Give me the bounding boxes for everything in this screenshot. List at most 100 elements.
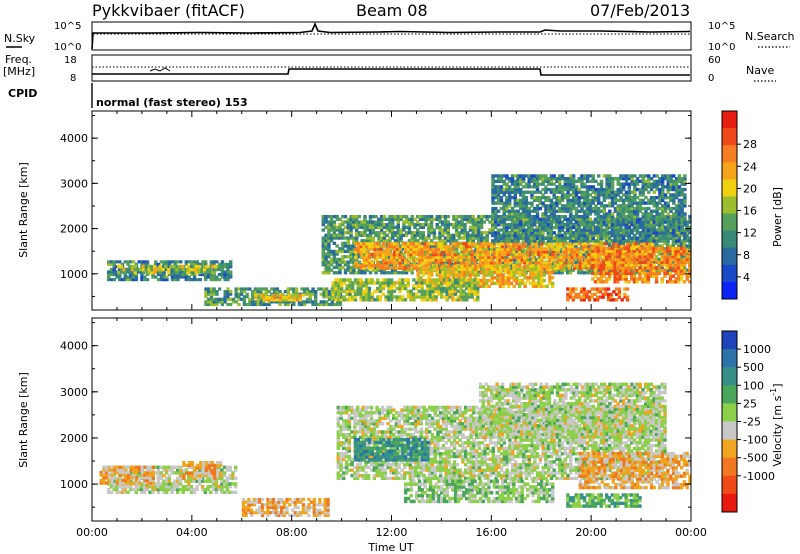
power-cell bbox=[531, 250, 535, 254]
power-cell bbox=[387, 242, 391, 246]
power-cell bbox=[493, 281, 497, 286]
power-cell bbox=[407, 268, 412, 272]
power-cell bbox=[388, 231, 392, 235]
power-cell bbox=[212, 287, 216, 291]
power-cell bbox=[463, 267, 467, 271]
power-cell bbox=[465, 286, 469, 291]
power-cell bbox=[516, 212, 520, 216]
power-cell bbox=[582, 220, 587, 224]
power-cell bbox=[359, 253, 363, 257]
power-cell bbox=[229, 262, 233, 266]
power-cell bbox=[618, 241, 623, 245]
power-cell bbox=[190, 278, 194, 282]
power-cell bbox=[134, 273, 139, 277]
power-cell bbox=[552, 204, 556, 208]
power-cell bbox=[515, 281, 519, 286]
power-cell bbox=[367, 286, 372, 291]
power-cell bbox=[431, 289, 435, 293]
power-cell bbox=[409, 250, 413, 254]
power-cell bbox=[617, 261, 621, 265]
power-cell bbox=[485, 233, 489, 237]
power-cell bbox=[473, 261, 477, 265]
power-cell bbox=[402, 220, 406, 224]
power-cell bbox=[496, 217, 500, 221]
power-cell bbox=[367, 278, 372, 282]
power-cell bbox=[359, 242, 363, 246]
power-cell bbox=[548, 281, 552, 286]
power-cell bbox=[495, 258, 499, 262]
power-cell bbox=[559, 253, 563, 257]
power-cell bbox=[487, 244, 491, 249]
power-cell bbox=[343, 236, 348, 240]
power-cell bbox=[364, 286, 369, 291]
power-cell bbox=[462, 278, 466, 282]
power-cell bbox=[428, 258, 433, 262]
power-cell bbox=[362, 242, 366, 246]
power-cell bbox=[577, 228, 581, 232]
power-cell bbox=[321, 236, 325, 240]
power-cell bbox=[496, 273, 500, 277]
power-cell bbox=[539, 258, 544, 262]
power-cell bbox=[506, 242, 510, 246]
power-cell bbox=[535, 182, 540, 186]
power-cell bbox=[256, 300, 260, 304]
power-cell bbox=[373, 244, 377, 249]
power-cell bbox=[459, 278, 463, 282]
power-cell bbox=[498, 276, 503, 280]
power-cell bbox=[215, 278, 219, 282]
power-cell bbox=[354, 239, 359, 243]
power-cell bbox=[159, 273, 164, 277]
power-cell bbox=[652, 260, 656, 264]
power-cell bbox=[478, 250, 483, 254]
power-cell bbox=[364, 281, 369, 285]
power-cell bbox=[494, 236, 498, 240]
power-cell bbox=[381, 292, 385, 296]
power-cell bbox=[415, 295, 419, 299]
power-cell bbox=[542, 266, 546, 270]
power-cell bbox=[245, 302, 249, 307]
power-cell bbox=[419, 276, 423, 280]
power-cell bbox=[278, 290, 282, 294]
power-cell bbox=[512, 244, 516, 249]
power-cell bbox=[549, 204, 554, 208]
power-cell bbox=[484, 242, 488, 246]
power-cell bbox=[635, 271, 639, 275]
power-cell bbox=[594, 179, 598, 183]
power-cell bbox=[467, 292, 472, 296]
power-cell bbox=[431, 258, 436, 262]
power-cell bbox=[289, 287, 293, 291]
power-cell bbox=[569, 187, 573, 192]
power-cell bbox=[170, 273, 175, 277]
power-cell bbox=[482, 278, 486, 283]
power-cell bbox=[504, 276, 508, 280]
power-cell bbox=[179, 273, 183, 277]
power-cell bbox=[558, 187, 562, 192]
power-cell bbox=[365, 250, 369, 254]
power-cell bbox=[462, 295, 466, 299]
power-cell bbox=[585, 174, 590, 178]
power-cell bbox=[245, 295, 249, 299]
power-cell bbox=[443, 255, 448, 259]
power-cell bbox=[521, 190, 526, 194]
power-cell bbox=[294, 287, 299, 291]
power-cell bbox=[551, 284, 555, 288]
power-cell bbox=[531, 281, 536, 286]
power-cell bbox=[535, 174, 540, 178]
power-cell bbox=[527, 215, 531, 219]
power-cell bbox=[395, 295, 399, 299]
power-cell bbox=[518, 270, 522, 274]
power-cell bbox=[282, 296, 286, 300]
power-cell bbox=[337, 292, 341, 296]
power-cell bbox=[335, 215, 339, 219]
power-cell bbox=[520, 266, 524, 270]
power-cell bbox=[329, 236, 334, 240]
power-cell bbox=[338, 247, 342, 251]
power-cell bbox=[679, 244, 684, 248]
power-cell bbox=[332, 231, 337, 235]
power-cell bbox=[548, 261, 552, 265]
power-cell bbox=[385, 244, 389, 248]
power-cell bbox=[427, 236, 431, 240]
power-cell bbox=[281, 300, 285, 304]
power-cell bbox=[370, 263, 375, 268]
power-cell bbox=[531, 258, 535, 262]
